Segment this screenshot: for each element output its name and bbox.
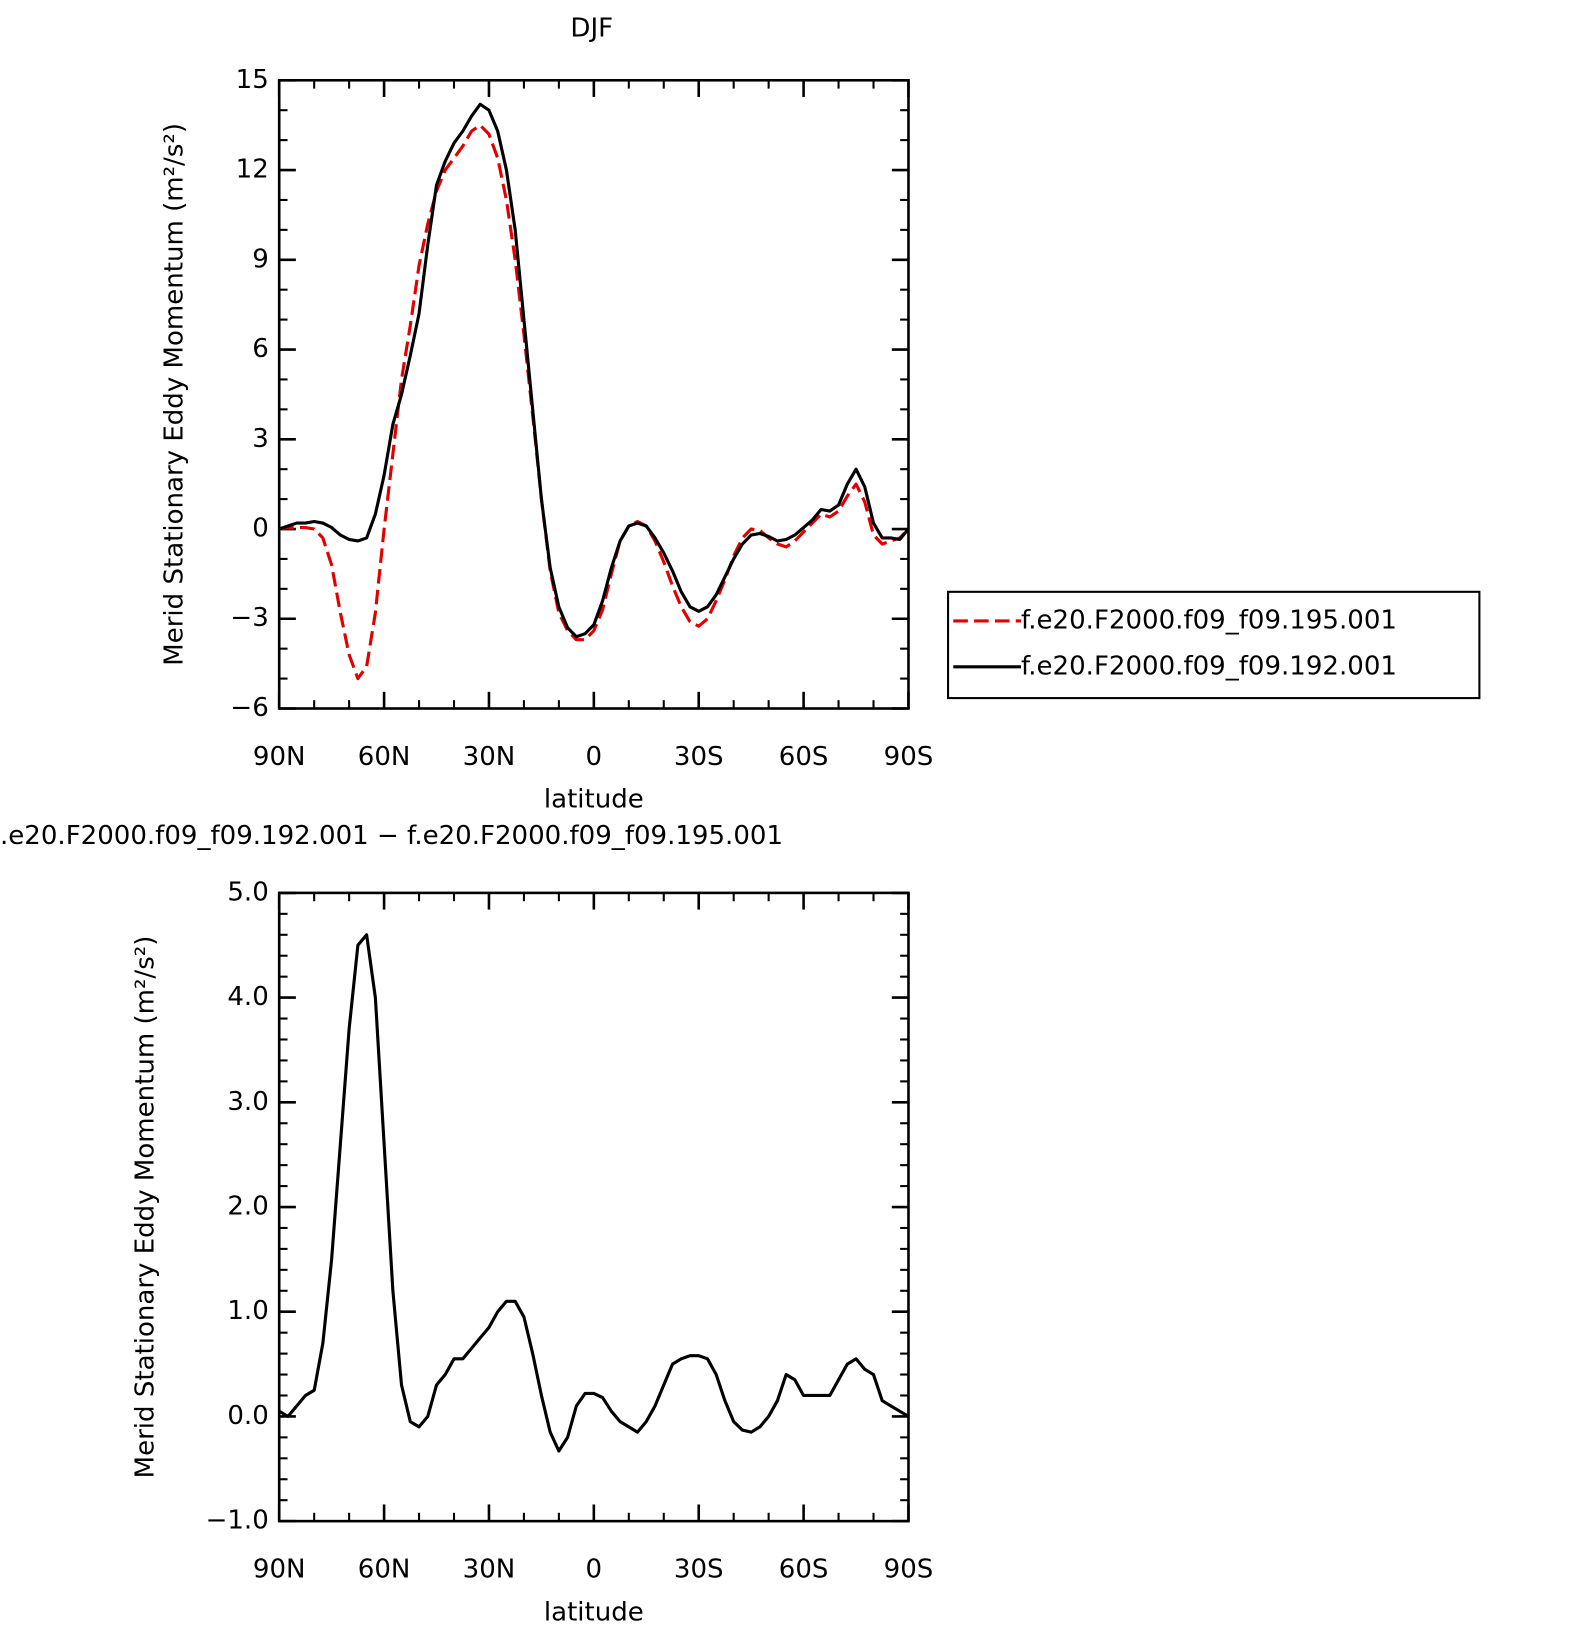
y-tick-label: 3 <box>252 424 269 454</box>
y-tick-label: 6 <box>252 334 269 364</box>
data-line <box>278 123 910 681</box>
y-axis-label: Merid Stationary Eddy Momentum (m²/s²) <box>160 123 190 666</box>
chart-title: .e20.F2000.f09_f09.192.001 − f.e20.F2000… <box>0 821 783 851</box>
y-tick-label: 1.0 <box>227 1296 268 1326</box>
x-tick-label: 0 <box>586 1555 603 1585</box>
y-tick-label: −1.0 <box>206 1506 269 1536</box>
x-tick-label: 60N <box>358 1555 411 1585</box>
x-tick-label: 30N <box>463 1555 516 1585</box>
y-tick-label: −6 <box>230 693 268 723</box>
y-tick-label: 12 <box>236 155 269 185</box>
y-tick-label: 0 <box>252 514 269 544</box>
y-tick-label: 3.0 <box>227 1087 268 1117</box>
y-tick-label: 2.0 <box>227 1192 268 1222</box>
x-axis-label: latitude <box>544 785 644 815</box>
x-tick-label: 60N <box>358 742 411 772</box>
x-tick-label: 30S <box>674 742 724 772</box>
data-line <box>278 933 910 1453</box>
legend-box <box>947 590 1481 700</box>
x-tick-label: 90N <box>253 742 306 772</box>
y-tick-label: 0.0 <box>227 1401 268 1431</box>
y-tick-label: 4.0 <box>227 982 268 1012</box>
x-tick-label: 90S <box>884 742 934 772</box>
x-tick-label: 90S <box>884 1555 934 1585</box>
x-tick-label: 30N <box>463 742 516 772</box>
x-tick-label: 60S <box>779 1555 829 1585</box>
legend-label: f.e20.F2000.f09_f09.195.001 <box>1021 605 1397 635</box>
y-tick-label: −3 <box>230 603 268 633</box>
x-tick-label: 30S <box>674 1555 724 1585</box>
chart-title: DJF <box>570 14 613 44</box>
y-axis-label: Merid Stationary Eddy Momentum (m²/s²) <box>130 936 160 1479</box>
legend-label: f.e20.F2000.f09_f09.192.001 <box>1021 651 1397 681</box>
x-tick-label: 60S <box>779 742 829 772</box>
y-tick-label: 5.0 <box>227 877 268 907</box>
x-tick-label: 90N <box>253 1555 306 1585</box>
data-line <box>278 102 910 639</box>
y-tick-label: 15 <box>236 65 269 95</box>
x-tick-label: 0 <box>586 742 603 772</box>
y-tick-label: 9 <box>252 244 269 274</box>
x-axis-label: latitude <box>544 1597 644 1627</box>
